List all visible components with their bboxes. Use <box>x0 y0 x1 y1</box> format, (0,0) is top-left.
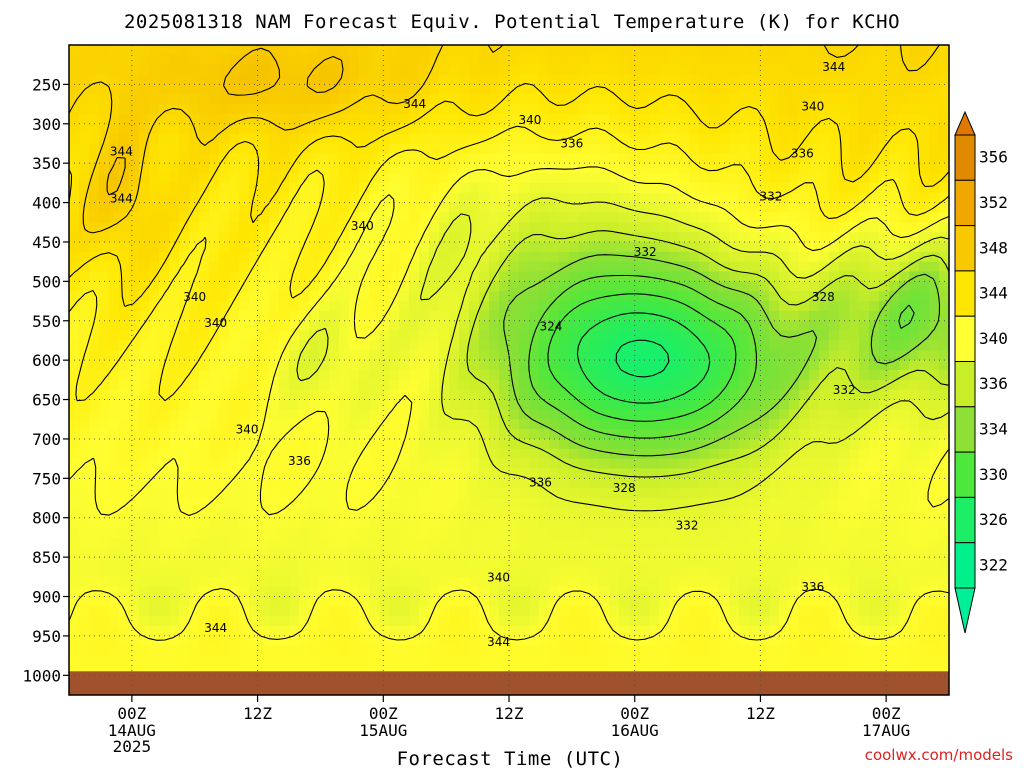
x-tick-label: 00Z <box>369 704 398 723</box>
x-tick-sublabel: 16AUG <box>611 721 659 740</box>
contour-label: 328 <box>812 290 835 304</box>
contour-338 <box>296 197 950 512</box>
colorbar-swatch <box>954 315 976 363</box>
contour-label: 340 <box>487 571 510 585</box>
contour-label: 340 <box>801 99 824 113</box>
contour-label: 336 <box>801 580 824 594</box>
y-tick-label: 400 <box>32 194 61 213</box>
colorbar-label: 344 <box>979 284 1008 303</box>
contour-label: 340 <box>236 422 259 436</box>
x-tick-sublabel: 17AUG <box>862 721 910 740</box>
contour-342 <box>68 125 950 402</box>
x-tick-label: 12Z <box>495 704 524 723</box>
y-tick-label: 700 <box>32 430 61 449</box>
colorbar-swatch <box>954 542 976 589</box>
colorbar-top-arrow <box>954 110 976 136</box>
contour-label: 336 <box>791 147 814 161</box>
y-tick-label: 650 <box>32 391 61 410</box>
contour-label: 332 <box>676 519 699 533</box>
y-tick-label: 600 <box>32 351 61 370</box>
theta-e-field <box>69 45 950 696</box>
contour-label: 344 <box>110 192 133 206</box>
contour-label: 336 <box>529 475 552 489</box>
y-tick-label: 250 <box>32 75 61 94</box>
y-tick-label: 450 <box>32 233 61 252</box>
contour-label: 344 <box>487 635 510 649</box>
contour-326 <box>615 339 670 378</box>
contour-334 <box>503 254 941 457</box>
ground-band <box>69 671 949 695</box>
colorbar-label: 322 <box>979 555 1008 574</box>
colorbar-label: 340 <box>979 329 1008 348</box>
colorbar-swatch <box>954 179 976 227</box>
contour-332 <box>528 274 915 439</box>
y-tick-label: 850 <box>32 548 61 567</box>
contour-label: 344 <box>110 144 133 158</box>
colorbar-swatch <box>954 406 976 453</box>
contour-label: 332 <box>634 245 657 259</box>
contour-label: 332 <box>759 189 782 203</box>
contour-label: 344 <box>204 621 227 635</box>
contour-348 <box>106 47 344 196</box>
colorbar-label: 356 <box>979 148 1008 167</box>
contour-labels: 344 340 344 340 336 336 344 344 332 340 332 340 340 3… <box>110 60 856 649</box>
contour-label: 340 <box>183 290 206 304</box>
x-tick-label: 00Z <box>117 704 146 723</box>
contour-336 <box>466 230 950 478</box>
contour-label: 332 <box>833 383 856 397</box>
colorbar-label: 352 <box>979 193 1008 212</box>
x-tick-sublabel: 2025 <box>113 737 152 756</box>
contour-label: 340 <box>518 113 541 127</box>
y-tick-label: 1000 <box>22 666 61 685</box>
contour-label: 324 <box>539 319 562 333</box>
contour-346 <box>68 44 940 234</box>
y-tick-label: 500 <box>32 272 61 291</box>
x-tick-label: 00Z <box>620 704 649 723</box>
colorbar-label: 326 <box>979 510 1008 529</box>
colorbar-swatch <box>954 270 976 317</box>
y-tick-label: 800 <box>32 509 61 528</box>
y-axis: 250 300 350 400 450 500 550 600 650 700 750 800 850 9… <box>22 75 69 685</box>
colorbar-bottom-arrow <box>954 587 976 634</box>
x-tick-label: 00Z <box>872 704 901 723</box>
x-tick-sublabel: 14AUG <box>108 721 156 740</box>
chart-title: 2025081318 NAM Forecast Equiv. Potential… <box>124 11 900 33</box>
contour-label: 328 <box>613 481 636 495</box>
colorbar-swatch <box>954 361 976 408</box>
y-tick-label: 550 <box>32 312 61 331</box>
contour-label: 344 <box>403 97 426 111</box>
contour-label: 340 <box>204 316 227 330</box>
contour-328 <box>576 312 711 404</box>
colorbar-label: 348 <box>979 238 1008 257</box>
credit-link[interactable]: coolwx.com/models <box>865 746 1013 764</box>
x-tick-sublabel: 15AUG <box>359 721 407 740</box>
contour-344 <box>68 82 950 307</box>
contour-label: 336 <box>560 136 583 150</box>
x-tick-label: 12Z <box>243 704 272 723</box>
colorbar-swatch <box>954 134 976 181</box>
y-tick-label: 900 <box>32 588 61 607</box>
colorbar-label: 334 <box>979 419 1008 438</box>
y-tick-label: 950 <box>32 627 61 646</box>
colorbar-label: 336 <box>979 374 1008 393</box>
y-tick-label: 300 <box>32 115 61 134</box>
contour-label: 340 <box>351 219 374 233</box>
x-tick-label: 12Z <box>746 704 775 723</box>
contour-label: 344 <box>822 60 845 74</box>
colorbar-swatch <box>954 496 976 544</box>
contour-330 <box>547 293 737 422</box>
y-tick-label: 350 <box>32 154 61 173</box>
colorbar-swatch <box>954 225 976 272</box>
ground-fill <box>69 671 949 695</box>
colorbar-label: 330 <box>979 465 1008 484</box>
y-tick-label: 750 <box>32 469 61 488</box>
grid-lines <box>69 45 949 695</box>
colorbar-swatch <box>954 451 976 498</box>
colorbar: 356 352 348 344 340 336 334 330 326 322 <box>954 110 1008 634</box>
x-axis-title: Forecast Time (UTC) <box>397 748 624 768</box>
contour-lines <box>68 44 950 687</box>
contour-label: 336 <box>288 454 311 468</box>
